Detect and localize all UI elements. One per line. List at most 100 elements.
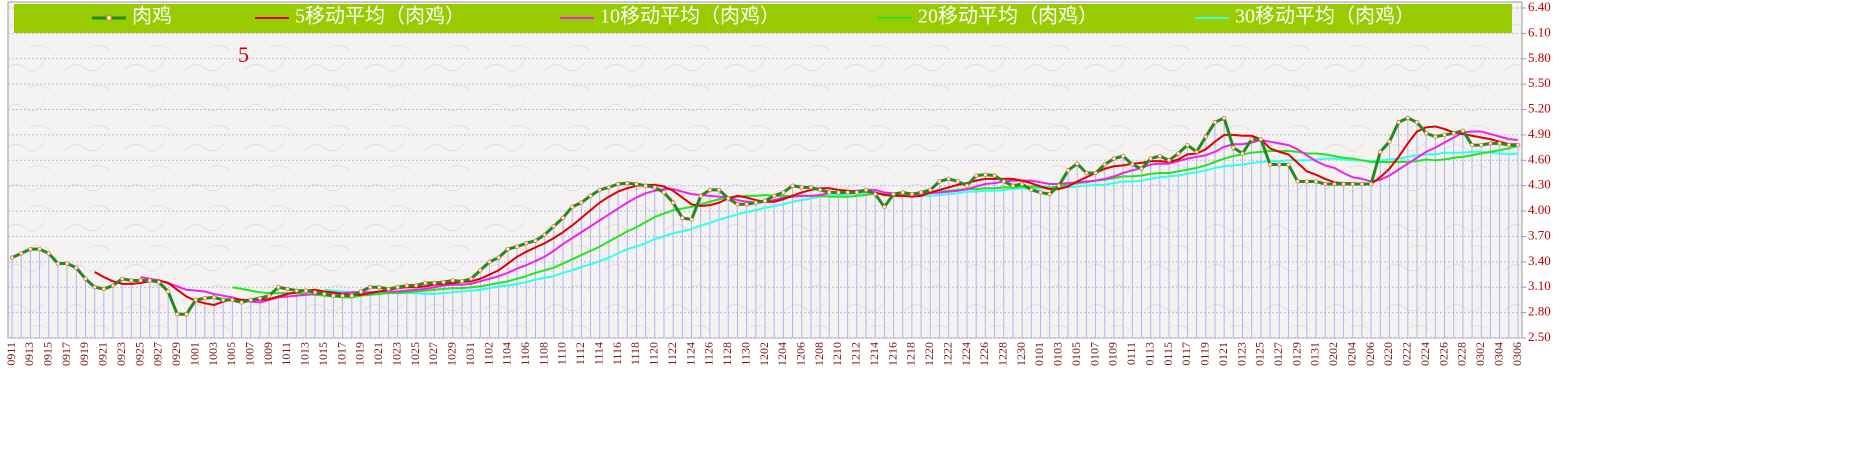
marker — [514, 244, 520, 249]
y-tick-label: 5.80 — [1528, 50, 1551, 65]
x-tick-label: 0306 — [1510, 342, 1524, 366]
marker — [891, 191, 896, 197]
marker — [312, 290, 318, 295]
marker — [845, 190, 850, 195]
marker — [377, 285, 382, 290]
x-tick-label: 0919 — [77, 342, 91, 366]
x-tick-label: 1027 — [426, 342, 440, 366]
marker — [193, 297, 198, 303]
marker — [138, 278, 143, 283]
marker — [1332, 181, 1337, 187]
x-tick-label: 1120 — [647, 342, 661, 366]
marker — [854, 190, 860, 195]
x-tick-label: 0123 — [1234, 342, 1248, 366]
marker — [349, 293, 354, 298]
marker — [827, 190, 832, 195]
y-tick-label: 3.40 — [1528, 253, 1551, 268]
marker — [1185, 142, 1190, 148]
marker — [358, 289, 364, 294]
marker — [1506, 142, 1512, 148]
y-tick-label: 3.10 — [1528, 278, 1551, 293]
x-tick-label: 0228 — [1455, 342, 1469, 366]
x-tick-label: 1023 — [389, 342, 403, 366]
x-tick-label: 1202 — [757, 342, 771, 366]
marker — [1240, 151, 1245, 156]
x-tick-label: 0913 — [22, 342, 36, 366]
x-tick-label: 0204 — [1344, 342, 1358, 366]
x-tick-label: 0220 — [1381, 342, 1395, 366]
marker — [340, 293, 345, 298]
marker — [294, 288, 299, 293]
x-tick-label: 1212 — [849, 342, 863, 366]
legend-label: 10移动平均（肉鸡） — [600, 5, 780, 28]
x-tick-label: 1226 — [977, 342, 991, 366]
x-tick-label: 0113 — [1142, 342, 1156, 366]
x-tick-label: 0127 — [1271, 342, 1285, 366]
x-tick-label: 0923 — [114, 342, 128, 366]
marker — [1056, 183, 1062, 188]
series-line — [94, 125, 1518, 306]
marker — [1139, 166, 1144, 171]
marker — [1212, 120, 1218, 125]
x-tick-label: 1118 — [628, 342, 642, 365]
marker — [1120, 153, 1126, 159]
x-tick-label: 1013 — [298, 342, 312, 366]
y-tick-label: 5.20 — [1528, 101, 1551, 116]
marker — [955, 179, 961, 184]
marker — [579, 200, 584, 205]
marker — [413, 283, 419, 288]
marker — [1368, 181, 1374, 187]
marker — [1111, 156, 1117, 161]
marker — [432, 280, 437, 286]
marker — [110, 283, 116, 288]
legend-label: 5移动平均（肉鸡） — [295, 5, 465, 28]
marker — [1488, 141, 1493, 146]
marker — [1295, 179, 1300, 184]
marker — [597, 187, 602, 193]
x-tick-label: 1112 — [573, 342, 587, 365]
marker — [1194, 149, 1199, 155]
x-tick-label: 0224 — [1418, 342, 1432, 366]
x-tick-label: 1011 — [279, 342, 293, 366]
y-tick-label: 6.10 — [1528, 24, 1551, 39]
x-tick-label: 0917 — [59, 342, 73, 366]
x-tick-label: 0226 — [1436, 342, 1450, 366]
marker — [1515, 142, 1521, 148]
marker — [1497, 141, 1502, 146]
marker — [670, 200, 676, 205]
x-axis: 0911 0913 0915 0917 0919 0921 0923 0925 0927 0929… — [4, 342, 1524, 366]
x-tick-label: 0101 — [1032, 342, 1046, 366]
marker — [1029, 187, 1034, 193]
x-tick-label: 1106 — [518, 342, 532, 366]
marker — [1221, 115, 1227, 121]
y-axis: 2.50 2.80 3.10 3.40 3.70 4.00 4.30 4.60 4.90 5.20… — [1522, 0, 1551, 344]
marker — [92, 285, 97, 290]
x-tick-label: 1104 — [500, 342, 514, 366]
marker — [698, 193, 703, 199]
marker — [202, 296, 208, 301]
marker — [551, 224, 556, 229]
marker — [1396, 120, 1401, 125]
x-tick-label: 1019 — [353, 342, 367, 366]
marker — [1093, 170, 1098, 176]
marker — [615, 181, 621, 187]
x-tick-label: 0911 — [4, 342, 18, 366]
x-tick-label: 1122 — [665, 342, 679, 366]
marker — [395, 285, 400, 290]
marker — [937, 179, 942, 184]
marker — [992, 173, 997, 178]
x-tick-label: 1003 — [206, 342, 220, 366]
x-tick-label: 0109 — [1106, 342, 1120, 366]
marker — [753, 200, 759, 205]
marker — [689, 217, 694, 222]
marker — [1359, 181, 1365, 187]
x-tick-label: 0105 — [1069, 342, 1083, 366]
x-tick-label: 1001 — [187, 342, 201, 366]
marker — [1203, 134, 1208, 139]
x-tick-label: 0915 — [40, 342, 54, 366]
x-tick-label: 1126 — [702, 342, 716, 366]
marker — [1460, 128, 1466, 133]
marker — [156, 279, 162, 285]
marker — [221, 297, 226, 303]
